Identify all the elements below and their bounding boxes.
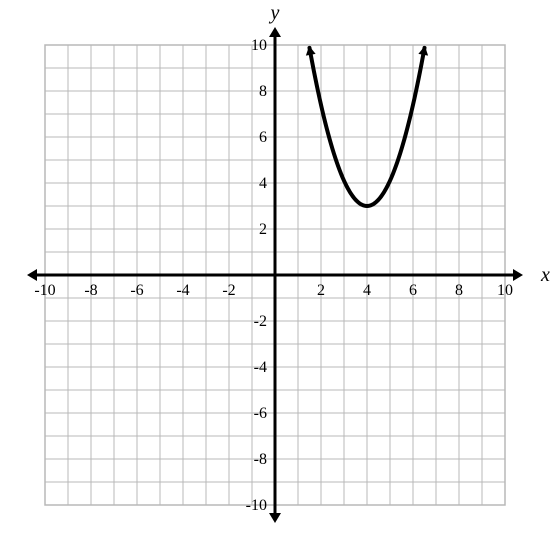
svg-text:10: 10 — [497, 282, 513, 299]
svg-text:6: 6 — [259, 129, 267, 146]
svg-text:y: y — [269, 2, 280, 24]
svg-text:2: 2 — [317, 282, 325, 299]
svg-text:-4: -4 — [254, 359, 267, 376]
svg-text:6: 6 — [409, 282, 417, 299]
svg-text:-2: -2 — [222, 282, 235, 299]
svg-text:10: 10 — [251, 37, 267, 54]
svg-text:x: x — [540, 264, 550, 286]
svg-text:-6: -6 — [254, 405, 267, 422]
svg-text:4: 4 — [363, 282, 371, 299]
coordinate-plane-chart: -10 -8 -6 -4 -2 2 4 6 8 10 -10 -8 -6 -4 -2 2 4 6 8 10 x y — [0, 0, 550, 536]
svg-text:-8: -8 — [84, 282, 97, 299]
svg-text:-6: -6 — [130, 282, 143, 299]
svg-text:-8: -8 — [254, 451, 267, 468]
svg-text:8: 8 — [259, 83, 267, 100]
svg-text:-10: -10 — [34, 282, 55, 299]
svg-text:-2: -2 — [254, 313, 267, 330]
chart-svg: -10 -8 -6 -4 -2 2 4 6 8 10 -10 -8 -6 -4 -2 2 4 6 8 10 x y — [0, 0, 550, 536]
svg-text:8: 8 — [455, 282, 463, 299]
svg-text:-4: -4 — [176, 282, 189, 299]
svg-text:4: 4 — [259, 175, 267, 192]
svg-text:2: 2 — [259, 221, 267, 238]
svg-text:-10: -10 — [246, 497, 267, 514]
